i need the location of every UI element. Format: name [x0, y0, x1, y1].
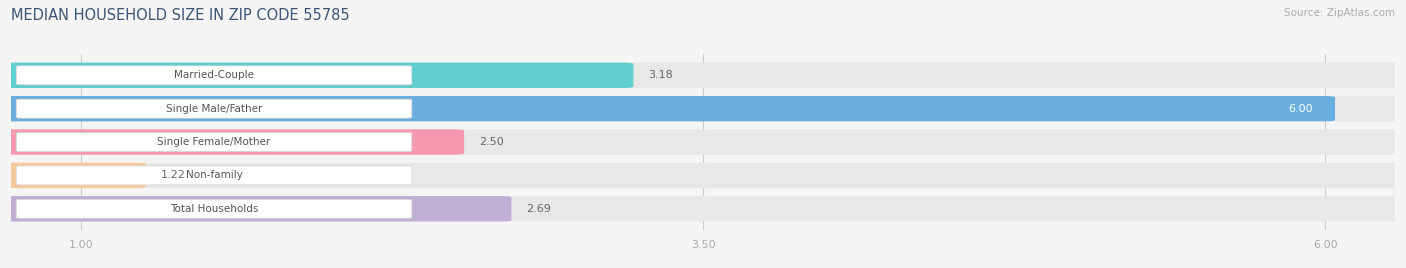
FancyBboxPatch shape	[1, 196, 1405, 221]
FancyBboxPatch shape	[1, 129, 464, 155]
FancyBboxPatch shape	[1, 163, 1405, 188]
FancyBboxPatch shape	[17, 66, 412, 85]
Text: Non-family: Non-family	[186, 170, 242, 180]
FancyBboxPatch shape	[1, 63, 1405, 88]
FancyBboxPatch shape	[1, 96, 1336, 121]
FancyBboxPatch shape	[1, 196, 512, 221]
Text: MEDIAN HOUSEHOLD SIZE IN ZIP CODE 55785: MEDIAN HOUSEHOLD SIZE IN ZIP CODE 55785	[11, 8, 350, 23]
FancyBboxPatch shape	[1, 163, 146, 188]
Text: 1.22: 1.22	[160, 170, 186, 180]
FancyBboxPatch shape	[17, 166, 412, 185]
FancyBboxPatch shape	[1, 63, 633, 88]
FancyBboxPatch shape	[1, 129, 1405, 155]
Text: Total Households: Total Households	[170, 204, 259, 214]
Text: Source: ZipAtlas.com: Source: ZipAtlas.com	[1284, 8, 1395, 18]
FancyBboxPatch shape	[1, 96, 1405, 121]
Text: 2.50: 2.50	[479, 137, 503, 147]
Text: 3.18: 3.18	[648, 70, 673, 80]
FancyBboxPatch shape	[17, 199, 412, 218]
FancyBboxPatch shape	[17, 99, 412, 118]
FancyBboxPatch shape	[17, 132, 412, 152]
Text: Single Male/Father: Single Male/Father	[166, 104, 263, 114]
Text: Married-Couple: Married-Couple	[174, 70, 254, 80]
Text: 6.00: 6.00	[1288, 104, 1313, 114]
Text: 2.69: 2.69	[526, 204, 551, 214]
Text: Single Female/Mother: Single Female/Mother	[157, 137, 271, 147]
